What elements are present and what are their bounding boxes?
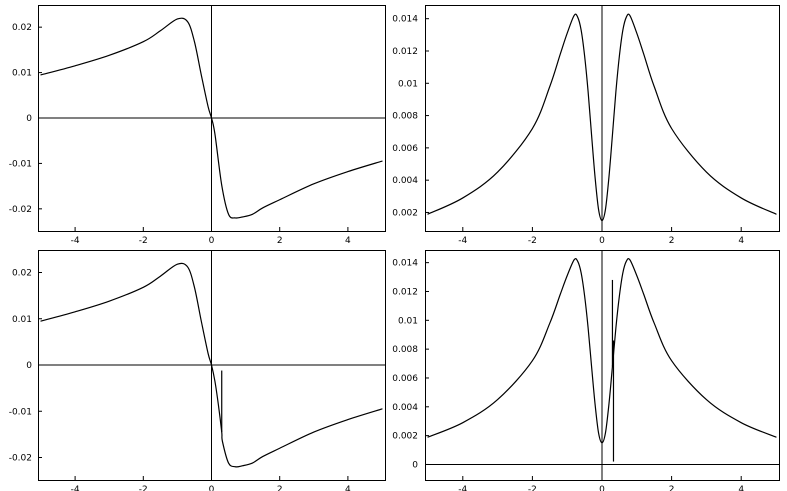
- x-tick-label: -2: [528, 485, 537, 491]
- y-tick-label: -0.02: [9, 205, 32, 215]
- y-tick-label: 0.008: [392, 345, 418, 355]
- x-tick-label: -2: [139, 485, 148, 491]
- y-tick-label: -0.01: [9, 159, 32, 169]
- plot-bottom-left: -4 -2 0 2 4 0.02 0.01 0 -0.01 -0.02: [9, 250, 386, 491]
- y-tick-label: 0.012: [392, 287, 418, 297]
- y-tick-label: 0.01: [12, 69, 32, 79]
- x-tick-label: -2: [528, 236, 537, 246]
- x-tick-label: -4: [71, 485, 80, 491]
- y-tick-label: 0.01: [398, 79, 418, 89]
- x-tick-label: 0: [209, 236, 215, 246]
- x-tick-label: 0: [209, 485, 215, 491]
- y-tick-label: 0.014: [392, 15, 418, 25]
- y-tick-label: 0: [412, 460, 418, 470]
- y-tick-label: 0.004: [392, 403, 418, 413]
- x-tick-label: -4: [458, 236, 467, 246]
- y-tick-label: 0.02: [12, 23, 32, 33]
- x-tick-label: 2: [669, 236, 675, 246]
- y-tick-label: -0.02: [9, 454, 32, 464]
- x-tick-label: 4: [345, 236, 351, 246]
- x-tick-label: -4: [71, 236, 80, 246]
- y-tick-label: 0.006: [392, 144, 418, 154]
- x-tick-label: 0: [599, 236, 605, 246]
- series-line: [40, 262, 383, 468]
- y-tick-label: 0.002: [392, 208, 418, 218]
- x-tick-label: 4: [738, 236, 744, 246]
- series-line: [40, 17, 383, 219]
- y-tick-label: 0: [26, 114, 32, 124]
- y-tick-label: 0.006: [392, 374, 418, 384]
- x-tick-label: -4: [458, 485, 467, 491]
- y-tick-label: 0.012: [392, 47, 418, 57]
- plot-top-left: -4 -2 0 2 4 0.02 0.01 0 -0.01 -0.02: [9, 5, 386, 246]
- y-tick-label: 0.002: [392, 432, 418, 442]
- x-tick-label: 2: [277, 236, 283, 246]
- plot-top-right: -4 -2 0 2 4 0.014 0.012 0.01 0.008 0.006 0.004 0.00…: [392, 5, 780, 246]
- y-tick-label: 0.008: [392, 112, 418, 122]
- x-tick-label: 0: [599, 485, 605, 491]
- y-tick-label: 0.01: [12, 315, 32, 325]
- y-tick-label: -0.01: [9, 407, 32, 417]
- y-tick-label: 0.014: [392, 259, 418, 269]
- x-tick-label: -2: [139, 236, 148, 246]
- x-tick-label: 2: [669, 485, 675, 491]
- series-line: [427, 258, 777, 444]
- series-line: [427, 13, 777, 222]
- x-tick-label: 2: [277, 485, 283, 491]
- y-tick-label: 0.02: [12, 269, 32, 279]
- y-tick-label: 0.01: [398, 316, 418, 326]
- x-tick-label: 4: [345, 485, 351, 491]
- y-tick-label: 0.004: [392, 176, 418, 186]
- x-tick-label: 4: [738, 485, 744, 491]
- plot-bottom-right: -4 -2 0 2 4 0.014 0.012 0.01 0.008 0.006 0.004 0.00…: [392, 250, 780, 491]
- y-tick-label: 0: [26, 361, 32, 371]
